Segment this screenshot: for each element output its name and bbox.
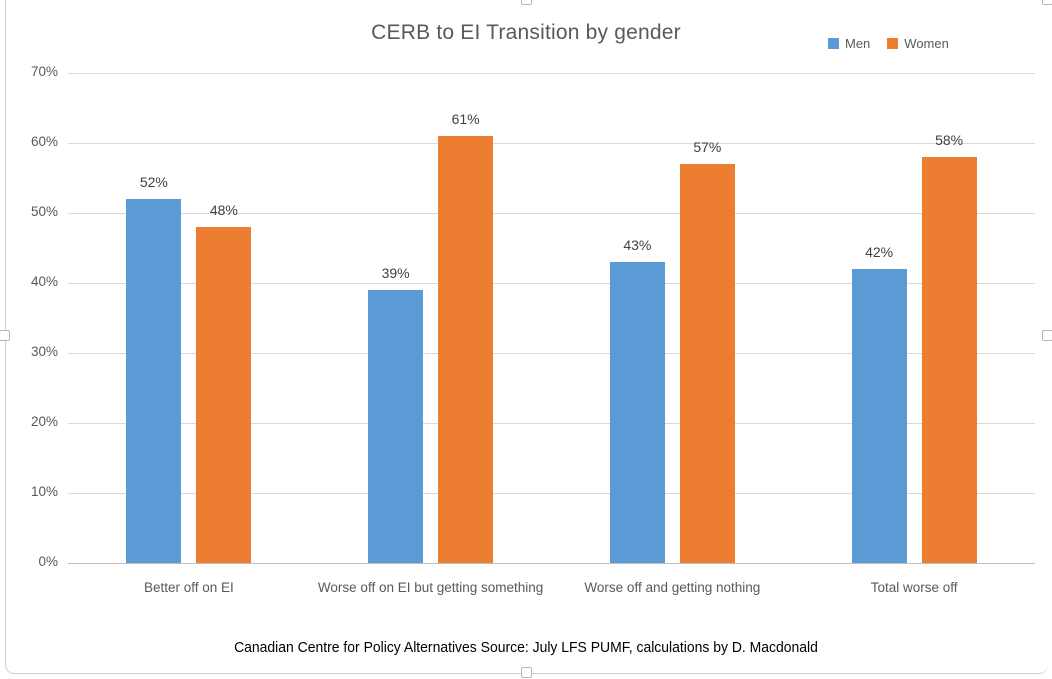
bar-women-1[interactable] — [196, 227, 252, 563]
gridline-10 — [68, 492, 1035, 494]
data-label-men-1: 52% — [139, 174, 168, 190]
gridline-60 — [68, 142, 1035, 144]
bar-men-1[interactable] — [126, 199, 182, 563]
bar-men-3[interactable] — [609, 262, 665, 563]
gridline-30 — [68, 352, 1035, 354]
y-tick-label-10: 10% — [30, 484, 58, 499]
plot-area[interactable]: 52% 48% 39% 61% 43% 57% 42% 58% — [68, 72, 1035, 564]
legend-entry-women[interactable]: Women — [887, 36, 949, 51]
y-tick-label-70: 70% — [30, 64, 58, 79]
y-tick-label-0: 0% — [38, 554, 58, 569]
legend-label-men: Men — [845, 36, 871, 51]
y-tick-label-50: 50% — [30, 204, 58, 219]
legend-swatch-women — [887, 38, 899, 49]
source-note: Canadian Centre for Policy Alternatives … — [234, 639, 818, 656]
y-tick-label-20: 20% — [30, 414, 58, 429]
x-axis-line — [68, 562, 1035, 564]
y-tick-label-40: 40% — [30, 274, 58, 289]
bar-women-4[interactable] — [921, 157, 977, 563]
bar-women-2[interactable] — [438, 136, 494, 563]
data-label-women-4: 58% — [935, 132, 964, 148]
data-label-men-3: 43% — [623, 237, 652, 253]
data-label-women-2: 61% — [451, 111, 480, 127]
gridline-40 — [68, 282, 1035, 284]
data-label-women-3: 57% — [693, 139, 722, 155]
data-label-men-4: 42% — [865, 244, 894, 260]
data-label-men-2: 39% — [381, 265, 410, 281]
gridline-70 — [68, 72, 1035, 74]
selection-handle-top[interactable] — [521, 0, 532, 5]
legend[interactable]: Men Women — [828, 36, 949, 51]
category-label-3: Worse off and getting nothing — [584, 580, 761, 595]
legend-swatch-men — [828, 38, 839, 49]
y-tick-label-30: 30% — [30, 344, 58, 359]
category-label-4: Total worse off — [870, 580, 958, 595]
selection-handle-bottom[interactable] — [521, 667, 532, 678]
selection-handle-left[interactable] — [0, 330, 10, 341]
data-label-women-1: 48% — [209, 202, 238, 218]
category-label-2: Worse off on EI but getting something — [317, 580, 544, 595]
selection-handle-top-right[interactable] — [1042, 0, 1052, 5]
gridline-20 — [68, 422, 1035, 424]
bar-men-2[interactable] — [368, 290, 424, 563]
category-label-1: Better off on EI — [143, 580, 234, 595]
gridline-50 — [68, 212, 1035, 214]
y-tick-label-60: 60% — [30, 134, 58, 149]
bar-men-4[interactable] — [851, 269, 907, 563]
chart-title[interactable]: CERB to EI Transition by gender — [371, 21, 681, 44]
legend-entry-men[interactable]: Men — [828, 36, 870, 51]
selection-handle-right[interactable] — [1042, 330, 1052, 341]
bar-women-3[interactable] — [679, 164, 735, 563]
legend-label-women: Women — [904, 36, 949, 51]
